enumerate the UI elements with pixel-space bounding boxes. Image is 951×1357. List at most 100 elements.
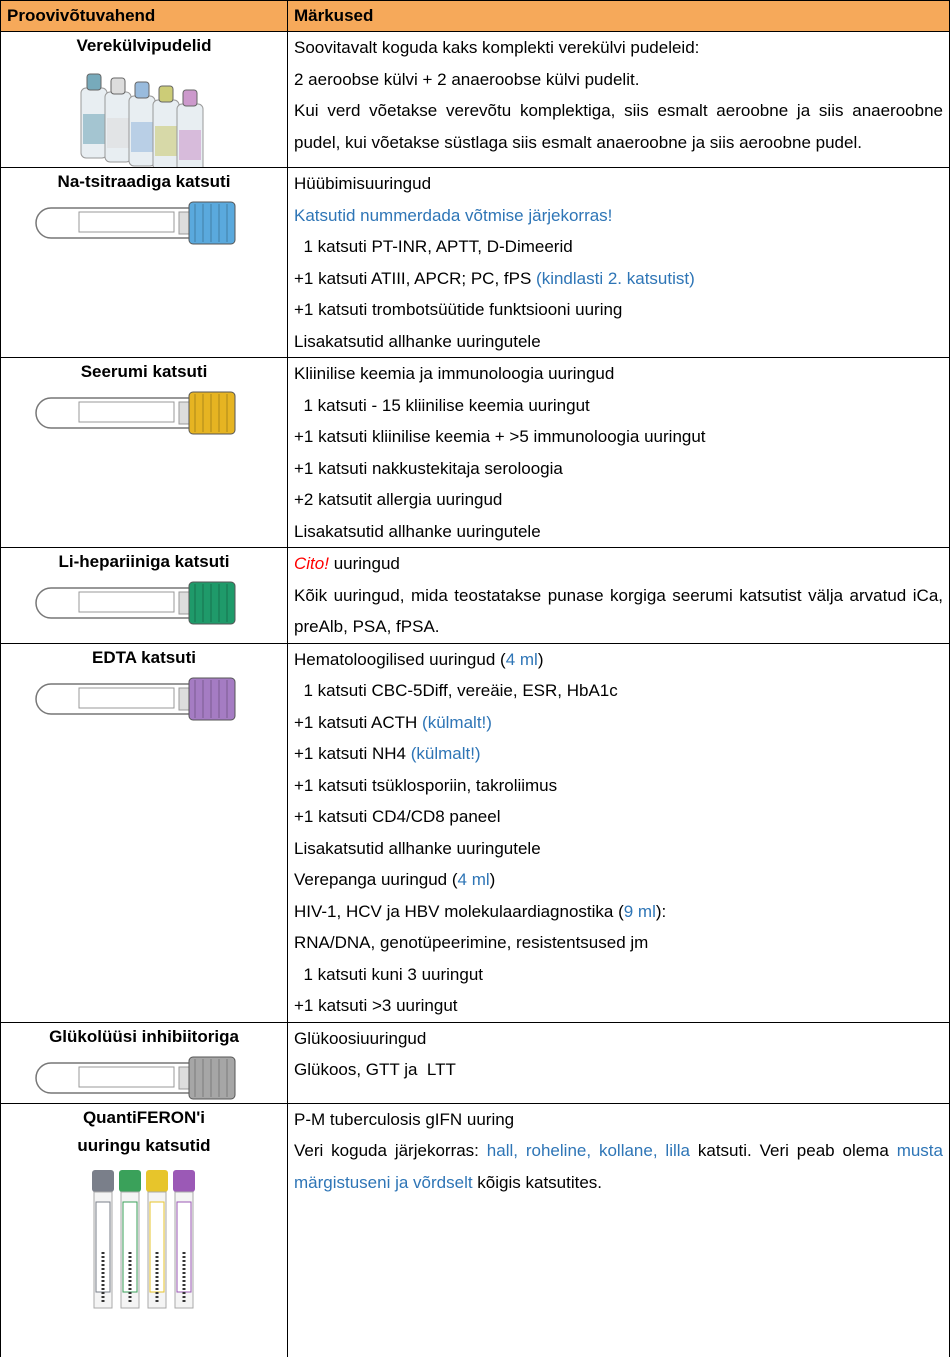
- note-text: Lisakatsutid allhanke uuringutele: [294, 838, 541, 858]
- note-text: Glükoosiuuringud: [294, 1028, 427, 1048]
- label: EDTA katsuti: [92, 647, 196, 667]
- table-row: Glükolüüsi inhibiitoriga Glükoosiuuringud…: [1, 1022, 950, 1104]
- note-text: Hüübimisuuringud: [294, 174, 432, 193]
- note-text: Katsutid nummerdada võtmise järjekorras!: [294, 205, 613, 225]
- note-text: HIV-1, HCV ja HBV molekulaardiagnostika …: [294, 901, 624, 921]
- note-text: Verepanga uuringud (: [294, 870, 458, 889]
- label: Na-tsitraadiga katsuti: [57, 172, 231, 191]
- note-text: Kõik uuringud, mida teostatakse punase k…: [294, 585, 948, 637]
- note-text: 4 ml: [457, 870, 490, 889]
- note-text: +2 katsutit allergia uuringud: [294, 490, 503, 509]
- header-cell: Proovivõtuvahend: [1, 1, 288, 31]
- label: Verekülvipudelid: [76, 36, 212, 55]
- note-text: katsuti. Veri peab olema: [690, 1141, 897, 1160]
- note-text: kõigis katsutites.: [472, 1172, 603, 1192]
- note-line: Glükoos, GTT ja LTT: [294, 1054, 943, 1086]
- note-line: Lisakatsutid allhanke uuringutele: [294, 833, 943, 865]
- note-line: +1 katsuti kliinilise keemia + >5 immuno…: [294, 421, 943, 453]
- note-line: +1 katsuti trombotsüütide funktsiooni uu…: [294, 294, 943, 326]
- table-row: QuantiFERON'i uuringu katsutid P-M tubercu…: [1, 1103, 950, 1357]
- note-line: Katsutid nummerdada võtmise järjekorras!: [294, 200, 943, 232]
- note-text: (külmalt!): [410, 744, 481, 763]
- notes-cell: P-M tuberculosis gIFN uuring Veri koguda …: [288, 1103, 950, 1357]
- note-text: RNA/DNA, genotüpeerimine, resistentsused…: [294, 933, 649, 952]
- note-line: 2 aeroobse külvi + 2 anaeroobse külvi pu…: [294, 64, 943, 96]
- note-text: +1 katsuti ACTH: [294, 712, 423, 732]
- note-line: 1 katsuti CBC-5Diff, vereäie, ESR, HbA1c: [294, 675, 943, 707]
- illustration: [92, 1169, 195, 1308]
- note-text: (kindlasti 2. katsutist): [536, 268, 695, 288]
- note-text: +1 katsuti ATIII, APCR; PC, fPS: [294, 268, 537, 288]
- note-line: +2 katsutit allergia uuringud: [294, 484, 943, 516]
- illustration: [35, 391, 236, 435]
- note-line: Veri koguda järjekorras: hall, roheline,…: [294, 1135, 943, 1198]
- note-line: Verepanga uuringud (4 ml): [294, 864, 943, 896]
- header-row: Proovivõtuvahend Märkused: [1, 0, 950, 32]
- note-text: +1 katsuti CD4/CD8 paneel: [294, 807, 501, 826]
- note-text: +1 katsuti trombotsüütide funktsiooni uu…: [294, 300, 623, 319]
- illustration: [35, 677, 236, 720]
- note-line: Kõik uuringud, mida teostatakse punase k…: [294, 580, 943, 643]
- label-cell: EDTA katsuti: [1, 643, 288, 1022]
- illustration: [35, 201, 236, 245]
- note-text: Soovitavalt koguda kaks komplekti verekü…: [294, 38, 700, 57]
- note-text: Glükoos, GTT ja LTT: [294, 1060, 456, 1079]
- label: Li-hepariiniga katsuti: [58, 552, 230, 571]
- label-cell: QuantiFERON'i uuringu katsutid: [1, 1103, 288, 1357]
- note-text: (külmalt!): [422, 712, 492, 732]
- table-row: Li-hepariiniga katsuti Cito! uuringud Kõik…: [1, 548, 950, 644]
- note-line: Hüübimisuuringud: [294, 168, 943, 200]
- note-line: Lisakatsutid allhanke uuringutele: [294, 326, 943, 358]
- note-text: 1 katsuti kuni 3 uuringut: [294, 964, 484, 984]
- note-line: 1 katsuti PT-INR, APTT, D-Dimeerid: [294, 231, 943, 263]
- table-row: Verekülvipudelid Soovitavalt koguda kaks …: [1, 32, 950, 168]
- header-cell: Märkused: [288, 1, 950, 31]
- label-cell: Glükolüüsi inhibiitoriga: [1, 1022, 288, 1103]
- note-text: Lisakatsutid allhanke uuringutele: [294, 521, 541, 541]
- note-line: Soovitavalt koguda kaks komplekti verekü…: [294, 32, 943, 64]
- note-line: Cito! uuringud: [294, 548, 943, 580]
- label: uuringu katsutid: [77, 1135, 211, 1155]
- note-line: +1 katsuti ACTH (külmalt!): [294, 707, 943, 739]
- note-text: 9 ml: [623, 901, 656, 921]
- notes-cell: Kliinilise keemia ja immunoloogia uuring…: [288, 358, 950, 547]
- note-line: +1 katsuti tsüklosporiin, takroliimus: [294, 770, 943, 802]
- note-text: ): [489, 870, 496, 889]
- notes-cell: Hüübimisuuringud Katsutid nummerdada võtm…: [288, 168, 950, 357]
- note-text: ):: [655, 901, 667, 921]
- label: Seerumi katsuti: [80, 362, 208, 381]
- notes-cell: Soovitavalt koguda kaks komplekti verekü…: [288, 32, 950, 167]
- note-line: Hematoloogilised uuringud (4 ml): [294, 644, 943, 676]
- note-line: P-M tuberculosis gIFN uuring: [294, 1104, 943, 1136]
- note-text: Kliinilise keemia ja immunoloogia uuring…: [294, 364, 615, 383]
- note-text: +1 katsuti NH4: [294, 744, 411, 763]
- note-line: +1 katsuti ATIII, APCR; PC, fPS (kindlas…: [294, 263, 943, 295]
- note-text: +1 katsuti nakkustekitaja seroloogia: [294, 458, 563, 478]
- notes-cell: Hematoloogilised uuringud (4 ml) 1 katsu…: [288, 643, 950, 1022]
- note-line: Kui verd võetakse verevõtu komplektiga, …: [294, 95, 943, 158]
- table-row: Na-tsitraadiga katsuti Hüübimisuuringud Ka…: [1, 168, 950, 358]
- illustration: [35, 1056, 236, 1099]
- label-cell: Li-hepariiniga katsuti: [1, 548, 288, 643]
- note-line: +1 katsuti >3 uuringut: [294, 990, 943, 1022]
- note-text: 4 ml: [505, 649, 538, 669]
- note-text: Kui verd võetakse verevõtu komplektiga, …: [294, 101, 948, 152]
- note-text: +1 katsuti >3 uuringut: [294, 996, 458, 1015]
- illustration: [80, 73, 204, 167]
- note-text: +1 katsuti kliinilise keemia + >5 immuno…: [294, 427, 706, 446]
- note-line: Kliinilise keemia ja immunoloogia uuring…: [294, 358, 943, 390]
- illustration: [35, 581, 236, 625]
- label: Glükolüüsi inhibiitoriga: [49, 1026, 239, 1046]
- note-line: +1 katsuti nakkustekitaja seroloogia: [294, 453, 943, 485]
- table-row: EDTA katsuti Hematoloogilised uuringud (4…: [1, 643, 950, 1023]
- note-text: 2 aeroobse külvi + 2 anaeroobse külvi pu…: [294, 69, 640, 89]
- note-text: hall, roheline, kollane, lilla: [486, 1141, 690, 1160]
- note-text: Hematoloogilised uuringud (: [294, 649, 506, 669]
- note-text: 1 katsuti PT-INR, APTT, D-Dimeerid: [294, 237, 573, 256]
- note-text: musta märgistuseni ja võrdselt: [294, 1141, 948, 1192]
- note-line: 1 katsuti kuni 3 uuringut: [294, 959, 943, 991]
- note-text: P-M tuberculosis gIFN uuring: [294, 1109, 515, 1129]
- note-line: Lisakatsutid allhanke uuringutele: [294, 516, 943, 548]
- note-line: RNA/DNA, genotüpeerimine, resistentsused…: [294, 927, 943, 959]
